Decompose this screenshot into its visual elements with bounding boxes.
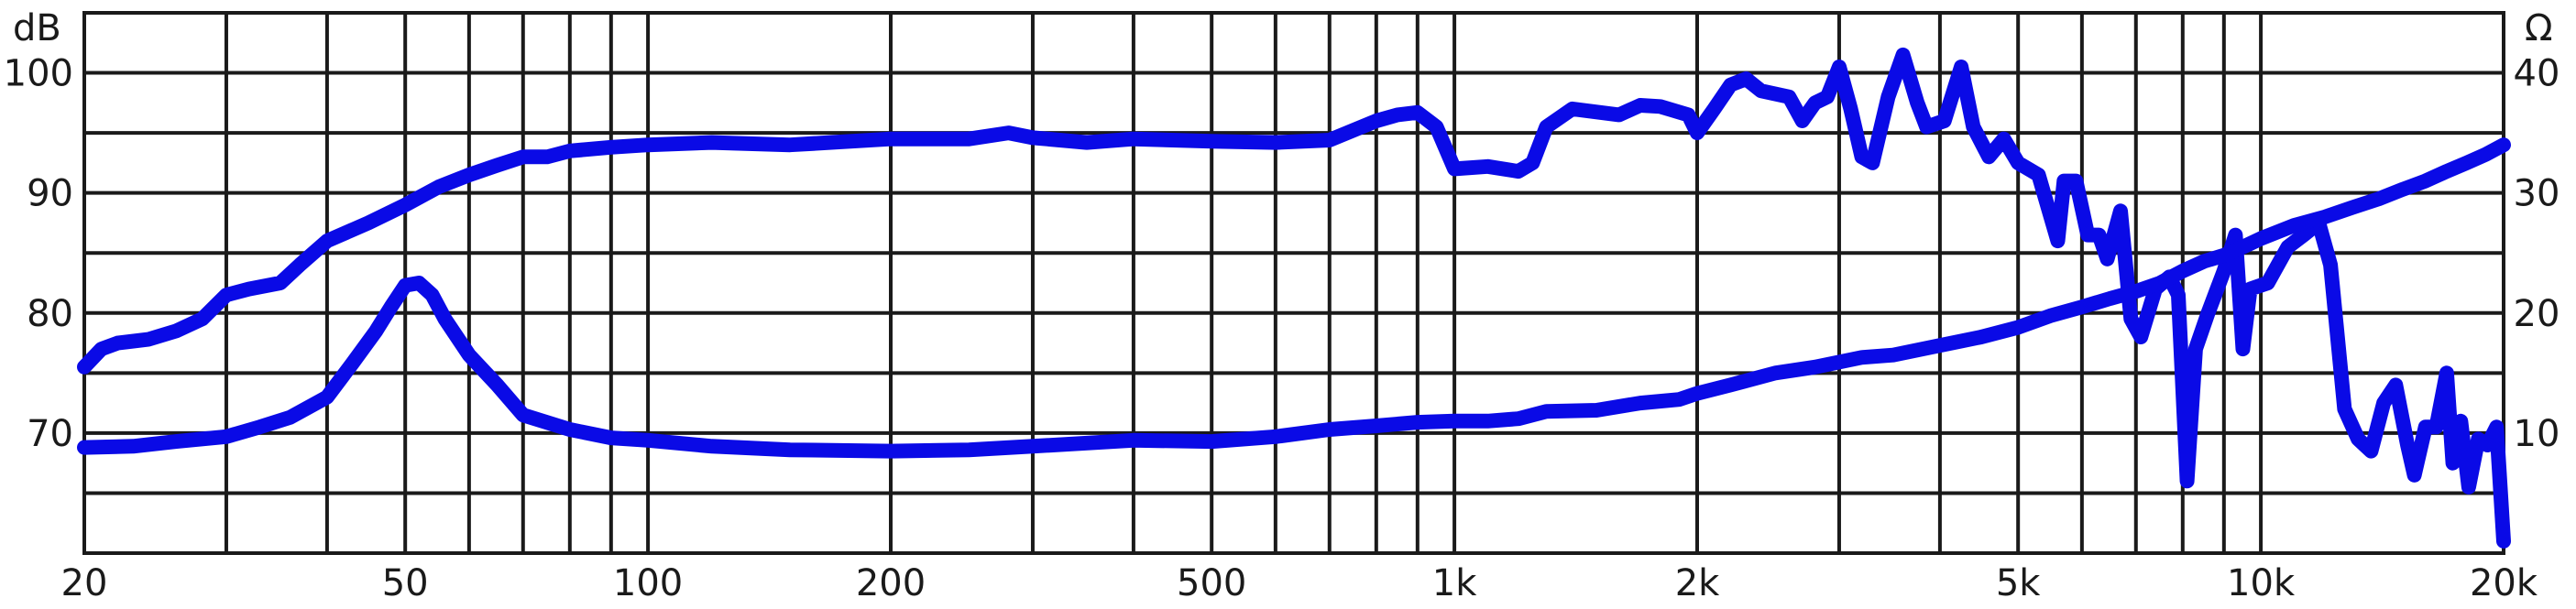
x-tick-label: 200 [856, 562, 926, 604]
x-tick-label: 1k [1432, 562, 1477, 604]
plot-frame [82, 11, 2505, 555]
left-axis-unit: dB [13, 7, 61, 49]
left-y-tick-label: 100 [4, 53, 73, 95]
x-tick-label: 2k [1675, 562, 1720, 604]
x-tick-label: 5k [1996, 562, 2041, 604]
label-layer: dB Ω 20 50 100 200 500 1k 2k 5k 10k 20k 70 80 90 100 1… [4, 7, 2560, 604]
x-tick-label: 500 [1177, 562, 1246, 604]
right-y-tick-label: 30 [2514, 173, 2560, 215]
left-y-tick-label: 70 [27, 413, 73, 455]
spl-curve [77, 47, 2511, 549]
left-y-tick-label: 80 [27, 293, 73, 335]
x-tick-label: 20k [2470, 562, 2538, 604]
curve-layer [77, 47, 2511, 549]
right-axis-unit: Ω [2525, 7, 2553, 49]
left-y-tick-label: 90 [27, 173, 73, 215]
x-tick-label: 10k [2227, 562, 2296, 604]
right-y-tick-label: 20 [2514, 293, 2560, 335]
right-y-tick-label: 10 [2514, 413, 2560, 455]
impedance-curve [77, 137, 2511, 459]
x-tick-label: 50 [382, 562, 429, 604]
x-tick-label: 100 [613, 562, 683, 604]
right-y-tick-label: 40 [2514, 53, 2560, 95]
x-tick-label: 20 [61, 562, 108, 604]
